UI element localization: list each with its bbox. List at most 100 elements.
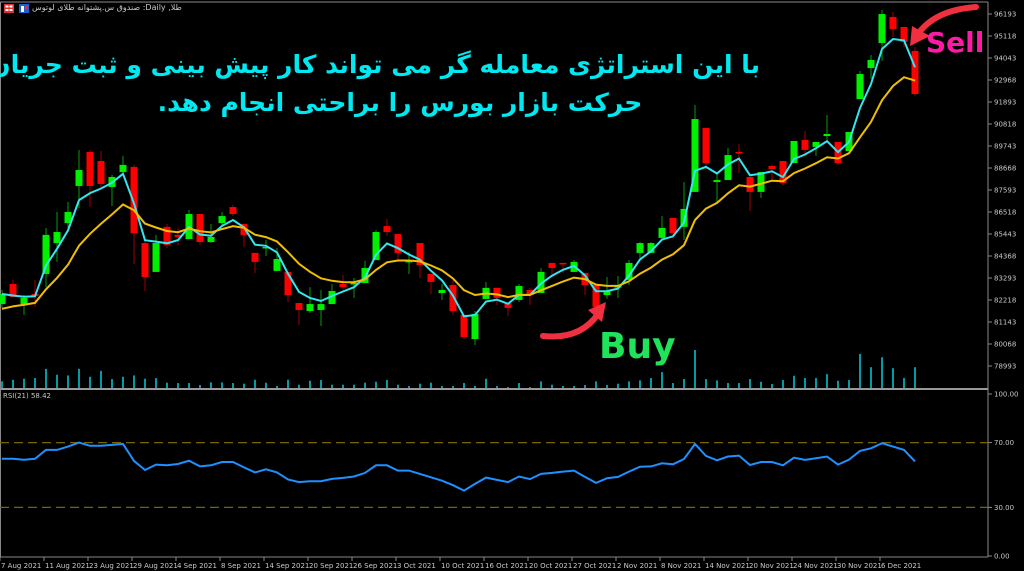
date-tick-label: 4 Sep 2021 (177, 562, 217, 570)
date-tick-label: 23 Aug 2021 (89, 562, 134, 570)
candle-body (251, 252, 259, 262)
candle-body (174, 234, 182, 237)
candle-body (878, 14, 886, 43)
chart-grid-icon[interactable] (4, 4, 14, 13)
candle (130, 164, 138, 264)
candle (174, 227, 182, 246)
headline-line-1: با این استراتژی معامله گر می تواند کار پ… (0, 50, 760, 79)
candle-body (911, 50, 919, 95)
candle-body (669, 217, 677, 234)
candle-body (592, 285, 600, 307)
candle-body (152, 243, 160, 272)
candle-body (207, 236, 215, 243)
candle (427, 273, 435, 295)
price-tick-label: 81143 (994, 319, 1016, 327)
candle-body (471, 313, 479, 340)
date-tick-label: 8 Sep 2021 (221, 562, 261, 570)
candle (889, 12, 897, 37)
moving-averages (1, 37, 916, 318)
candle-body (735, 151, 743, 154)
candle (702, 128, 710, 171)
candle (229, 205, 237, 217)
candle (207, 224, 215, 244)
date-tick-label: 10 Oct 2021 (441, 562, 484, 570)
candle-body (405, 260, 413, 263)
candle-body (801, 139, 809, 150)
price-tick-label: 87593 (994, 187, 1016, 195)
candle (856, 70, 864, 99)
candle-body (339, 283, 347, 288)
title-icons (4, 4, 29, 13)
candle (438, 283, 446, 300)
candle-body (9, 283, 17, 297)
candle-body (394, 234, 402, 253)
candle (713, 172, 721, 204)
candle (262, 239, 270, 256)
candle-body (757, 172, 765, 192)
price-tick-label: 86518 (994, 209, 1016, 217)
candle-body (724, 155, 732, 181)
sell-arrow-icon (915, 4, 979, 37)
candle (559, 262, 567, 273)
candle (284, 271, 292, 303)
candle-body (240, 224, 248, 235)
price-tick-label: 89743 (994, 143, 1016, 151)
candle-body (812, 141, 820, 147)
date-tick-label: 20 Oct 2021 (529, 562, 572, 570)
candle-body (163, 226, 171, 245)
date-tick-label: 8 Nov 2021 (661, 562, 701, 570)
candle-body (416, 243, 424, 265)
candle-body (493, 287, 501, 298)
rsi-panel: RSI(21) 58.42 100.00 70.00 30.00 0.00 (0, 391, 1019, 561)
candle-body (130, 166, 138, 234)
date-tick-label: 30 Nov 2021 (837, 562, 882, 570)
candle-body (75, 170, 83, 186)
price-tick-label: 85443 (994, 231, 1016, 239)
candle-body (713, 180, 721, 183)
candle-body (53, 232, 61, 244)
chart-window-icon[interactable] (19, 4, 29, 13)
candle-body (647, 243, 655, 253)
candle-body (526, 289, 534, 296)
candle-body (119, 164, 127, 173)
candle (878, 9, 886, 61)
candle-body (229, 207, 237, 215)
candle (0, 289, 6, 308)
candle-body (702, 128, 710, 164)
candle (119, 155, 127, 175)
candle (53, 211, 61, 262)
price-axis: 96193 95118 94043 92968 91893 90818 89743 88668… (988, 11, 1016, 371)
candle-body (273, 259, 281, 271)
candle-body (658, 227, 666, 238)
candle (317, 289, 325, 326)
candle-body (768, 165, 776, 169)
date-tick-label: 7 Aug 2021 (1, 562, 41, 570)
candle (900, 26, 908, 48)
candle-body (141, 243, 149, 278)
candle-body (625, 262, 633, 280)
candle (691, 104, 699, 192)
date-tick-label: 3 Oct 2021 (397, 562, 436, 570)
date-tick-label: 16 Oct 2021 (485, 562, 528, 570)
candle (306, 287, 314, 314)
price-tick-label: 88668 (994, 165, 1016, 173)
candle-body (196, 214, 204, 243)
candle (493, 287, 501, 305)
candle (911, 47, 919, 96)
candle-body (86, 151, 94, 186)
candle-body (97, 161, 105, 184)
candle (801, 130, 809, 156)
candle-body (636, 243, 644, 253)
candle (548, 262, 556, 275)
price-tick-label: 94043 (994, 55, 1016, 63)
candle-body (427, 273, 435, 282)
volume-bars (1, 350, 916, 388)
candle (526, 287, 534, 305)
price-tick-label: 78993 (994, 363, 1016, 371)
candle (141, 241, 149, 291)
slow-ma-line (1, 76, 916, 310)
candle-body (295, 303, 303, 310)
buy-arrowhead-icon (588, 302, 606, 322)
candle-body (350, 282, 358, 285)
candle-body (42, 234, 50, 274)
